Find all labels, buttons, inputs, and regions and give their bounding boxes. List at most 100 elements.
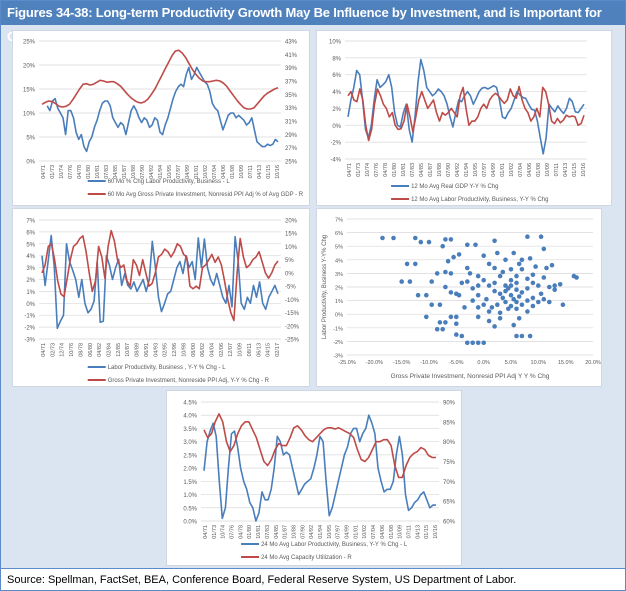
x-tick-label: 12/07 bbox=[228, 343, 234, 357]
scatter-point bbox=[525, 309, 530, 314]
x-tick-label: 04/85 bbox=[113, 165, 119, 179]
y-left-tick-label: 25% bbox=[23, 40, 36, 46]
scatter-point bbox=[459, 280, 465, 286]
scatter-point bbox=[481, 253, 486, 258]
x-tick-label: -5.0% bbox=[449, 360, 463, 366]
y-left-tick-label: 10% bbox=[23, 112, 36, 118]
x-tick-label: 10/09 bbox=[545, 163, 551, 177]
x-tick-label: 01/15 bbox=[266, 165, 272, 179]
x-tick-label: 01/73 bbox=[50, 165, 56, 179]
x-tick-label: 01/94 bbox=[158, 165, 164, 179]
x-tick-label: 04/99 bbox=[345, 525, 351, 539]
chart-panel-gdp-vs-productivity: -4% -2% 0% 2% 4% 6% 8% 10% 04/71 01/73 10/74 07/76 0… bbox=[316, 30, 612, 206]
scatter-point bbox=[503, 283, 508, 288]
scatter-point bbox=[557, 282, 563, 287]
chart-c4: -3% -2% -1% 0% 1% 2% 3% 4% 5% 6% 7% -25.0% -20.0% -15… bbox=[322, 218, 601, 381]
x-tick-label: 10/95 bbox=[327, 525, 333, 539]
x-tick-label: 12/85 bbox=[116, 343, 122, 357]
x-tick-label: 07/11 bbox=[406, 525, 412, 538]
scatter-point bbox=[552, 283, 557, 288]
scatter-point bbox=[508, 267, 514, 272]
scatter-point bbox=[443, 237, 448, 242]
chart-panel-productivity-vs-investment-share: 0% 5% 10% 15% 20% 25% 25% 27% 29% 31% 33% 35% 37% 39%… bbox=[12, 30, 310, 206]
x-tick-label: 02/17 bbox=[275, 343, 281, 357]
chart-c1: 0% 5% 10% 15% 20% 25% 25% 27% 29% 31% 33% 35% 37% 39%… bbox=[23, 40, 304, 199]
y-left-tick-label: 4.0% bbox=[183, 414, 197, 420]
scatter-point bbox=[516, 316, 522, 321]
series-line-red bbox=[41, 229, 279, 322]
y-right-tick-label: 27% bbox=[285, 146, 298, 152]
y-left-tick-label: 4% bbox=[332, 90, 341, 96]
x-tick-label: 04/78 bbox=[238, 525, 244, 539]
scatter-point bbox=[519, 302, 525, 307]
scatter-point bbox=[456, 252, 462, 257]
y-right-tick-label: 80% bbox=[443, 440, 456, 446]
x-tick-label: 10/74 bbox=[221, 525, 227, 539]
scatter-point bbox=[415, 292, 421, 298]
x-tick-label: 04/71 bbox=[41, 165, 47, 179]
y-left-tick-label: 5% bbox=[26, 136, 35, 142]
scatter-point bbox=[541, 275, 547, 280]
scatter-point bbox=[538, 291, 544, 297]
scatter-point bbox=[440, 243, 445, 249]
x-tick-label: 10/02 bbox=[509, 163, 515, 177]
scatter-point bbox=[443, 269, 448, 275]
scatter-point bbox=[486, 318, 492, 324]
chart-c3: -3% -2% -1% 0% 1% 2% 3% 4% 5% 6% 7% -25% -20% -15% -10… bbox=[24, 219, 300, 385]
scatter-point bbox=[560, 302, 566, 307]
scatter-point bbox=[492, 238, 497, 244]
y-right-tick-label: 10% bbox=[285, 245, 298, 251]
x-tick-label: 07/83 bbox=[104, 165, 110, 179]
x-tick-label: 01/08 bbox=[389, 525, 395, 539]
x-tick-label: 10/09 bbox=[238, 343, 244, 357]
y-left-tick-label: -1% bbox=[24, 314, 35, 320]
y-right-tick-label: 41% bbox=[285, 53, 298, 59]
legend-label: 12 Mo Avg Labor Productivity, Business, … bbox=[411, 197, 548, 203]
scatter-point bbox=[475, 273, 481, 279]
scatter-point bbox=[514, 333, 519, 339]
scatter-point bbox=[508, 292, 514, 298]
x-axis-title: Gross Private Investment, Nonresid PPI A… bbox=[391, 373, 550, 380]
x-tick-label: 12/74 bbox=[60, 343, 66, 357]
scatter-point bbox=[508, 277, 514, 283]
x-tick-label: 07/76 bbox=[230, 525, 236, 539]
y-right-tick-label: -10% bbox=[285, 298, 300, 304]
x-tick-label: 10/74 bbox=[59, 165, 65, 179]
x-tick-label: 10/87 bbox=[125, 343, 131, 357]
chart-panel-productivity-vs-capacity: 0.0% 0.5% 1.0% 1.5% 2.0% 2.5% 3.0% 3.5% 4.0% 4.5%… bbox=[166, 390, 462, 566]
scatter-point bbox=[489, 305, 495, 310]
scatter-point bbox=[527, 333, 533, 339]
scatter-point bbox=[552, 287, 557, 292]
x-tick-label: 07/97 bbox=[482, 163, 488, 177]
y-left-tick-label: 3.0% bbox=[183, 440, 197, 446]
scatter-point bbox=[514, 287, 519, 292]
x-tick-label: 04/71 bbox=[41, 343, 47, 357]
scatter-point bbox=[454, 332, 459, 337]
scatter-point bbox=[424, 314, 429, 320]
scatter-point bbox=[465, 242, 470, 248]
y-left-tick-label: 6% bbox=[332, 73, 341, 79]
scatter-point bbox=[519, 290, 525, 295]
x-tick-label: 10/81 bbox=[256, 525, 262, 539]
x-tick-label: 04/82 bbox=[97, 343, 103, 357]
y-right-tick-label: 75% bbox=[443, 460, 456, 466]
x-tick-label: 04/71 bbox=[347, 163, 353, 177]
x-tick-label: 04/15 bbox=[266, 343, 272, 357]
x-tick-label: 04/99 bbox=[185, 165, 191, 179]
x-tick-label: 08/89 bbox=[135, 343, 141, 357]
y-right-tick-label: 65% bbox=[443, 500, 456, 506]
scatter-point bbox=[516, 294, 522, 299]
chart-c2: -4%-2%0%2%4%6%8%10%04/71 01/73 10/74 07/76 0… bbox=[329, 40, 587, 203]
y-right-tick-label: 20% bbox=[285, 219, 298, 225]
x-tick-label: 01/08 bbox=[230, 165, 236, 179]
scatter-point bbox=[519, 333, 525, 339]
scatter-point bbox=[536, 299, 541, 305]
x-tick-label: 10/16 bbox=[275, 165, 281, 179]
scatter-point bbox=[475, 283, 481, 288]
chart-panel-scatter: -3% -2% -1% 0% 1% 2% 3% 4% 5% 6% 7% -25.0% -20.0% -15… bbox=[316, 208, 602, 387]
y-right-tick-label: -20% bbox=[285, 324, 300, 330]
x-tick-label: 10/16 bbox=[433, 525, 439, 539]
x-tick-label: 07/04 bbox=[518, 163, 524, 177]
scatter-point bbox=[533, 264, 538, 269]
